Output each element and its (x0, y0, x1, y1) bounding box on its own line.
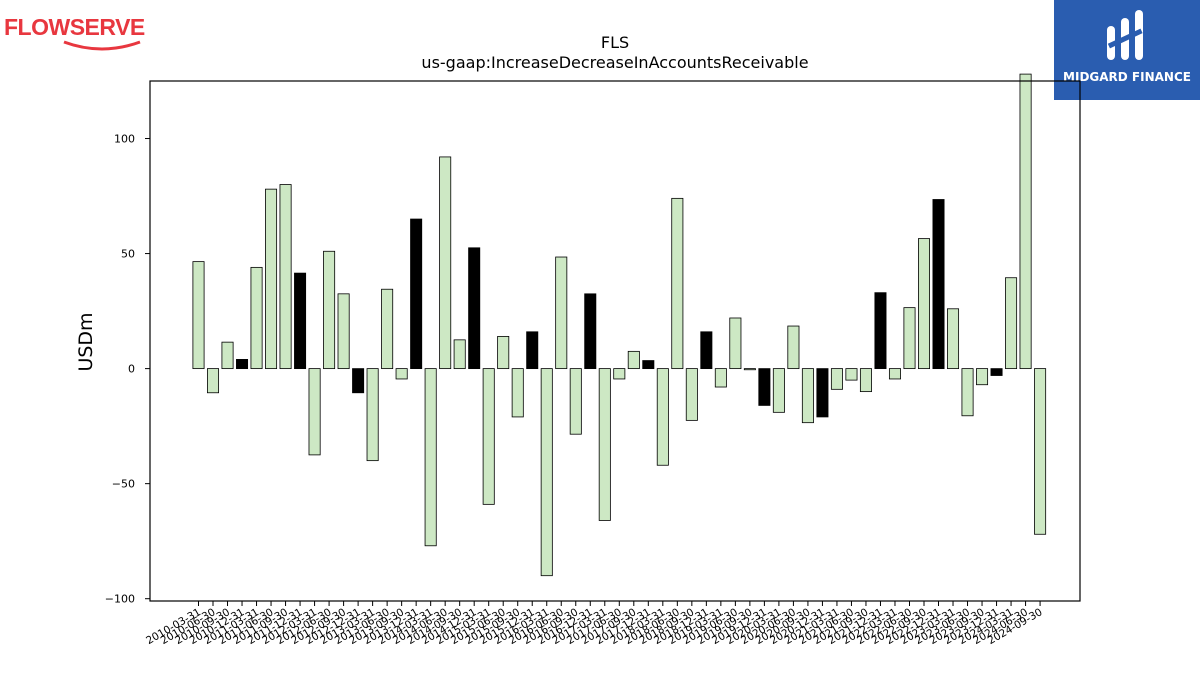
bar-2015-12-31 (526, 331, 539, 370)
midgard-finance-logo-text: MIDGARD FINANCE (1063, 70, 1191, 84)
bar-2010-09-30 (221, 341, 234, 370)
bar-2016-03-31 (540, 368, 553, 577)
bar-2012-09-30 (337, 293, 350, 370)
bar-2017-06-30 (613, 368, 626, 380)
bar-2021-12-31 (874, 292, 887, 370)
bar-2024-09-30 (1034, 368, 1047, 535)
x-axis-ticks: 2010-03-312010-06-302010-09-302010-12-31… (144, 601, 1045, 647)
bar-2023-06-30 (961, 368, 974, 417)
bar-2020-12-31 (816, 368, 829, 418)
bar-2020-06-30 (787, 325, 800, 370)
bar-2019-12-31 (758, 368, 771, 406)
bar-2021-03-31 (830, 368, 843, 390)
bar-2012-03-31 (308, 368, 321, 456)
bar-2020-03-31 (772, 368, 785, 413)
bars-group (192, 73, 1047, 577)
midgard-mark-icon (1107, 10, 1143, 60)
y-axis-label: USDm (75, 312, 97, 371)
bar-2021-06-30 (845, 368, 858, 381)
bar-2018-12-31 (700, 331, 713, 370)
bar-2016-12-31 (584, 293, 597, 370)
bar-2014-03-31 (424, 368, 437, 547)
bar-2024-03-31 (1005, 277, 1018, 370)
y-tick-label: −50 (112, 478, 135, 491)
bar-2011-09-30 (279, 184, 292, 370)
bar-2023-03-31 (947, 308, 960, 370)
bar-2014-09-30 (453, 339, 466, 370)
bar-2019-03-31 (714, 368, 727, 388)
y-axis-ticks: −100 −50 0 50 100 (105, 133, 150, 606)
bar-2010-03-31 (192, 261, 205, 370)
swoosh-icon (63, 40, 141, 51)
bar-2018-09-30 (685, 368, 698, 421)
bar-2019-09-30 (743, 368, 756, 371)
bar-2015-06-30 (497, 335, 510, 370)
bar-2023-09-30 (976, 368, 989, 386)
bar-2011-03-31 (250, 266, 263, 370)
bar-2024-06-30 (1019, 73, 1032, 370)
y-tick-label: 0 (128, 363, 135, 376)
bar-2022-03-31 (888, 368, 901, 380)
bar-2013-03-31 (366, 368, 379, 462)
bar-2013-06-30 (381, 288, 394, 370)
bar-2020-09-30 (801, 368, 814, 424)
bar-2016-06-30 (555, 256, 568, 370)
bar-2021-09-30 (859, 368, 872, 393)
bar-2022-06-30 (903, 307, 916, 370)
bar-2019-06-30 (729, 317, 742, 370)
bar-2017-03-31 (598, 368, 611, 521)
bar-2015-03-31 (482, 368, 495, 505)
flowserve-logo-text: FLOWSERVE (4, 14, 145, 40)
bar-2010-12-31 (236, 359, 249, 370)
plot-frame (149, 80, 1081, 602)
bar-2018-03-31 (656, 368, 669, 466)
bar-2022-09-30 (918, 238, 931, 370)
bar-2013-12-31 (410, 218, 423, 370)
bar-2014-12-31 (468, 247, 481, 370)
bar-2017-12-31 (642, 360, 655, 370)
chart-title: FLS (601, 33, 629, 52)
bar-2014-06-30 (439, 156, 452, 370)
y-tick-label: 50 (121, 248, 135, 261)
bar-2016-09-30 (569, 368, 582, 435)
bar-2015-09-30 (511, 368, 524, 418)
chart-subtitle: us-gaap:IncreaseDecreaseInAccountsReceiv… (421, 53, 808, 72)
y-tick-label: −100 (105, 593, 135, 606)
bar-2012-12-31 (352, 368, 365, 394)
midgard-finance-logo: MIDGARD FINANCE (1054, 0, 1200, 100)
bar-2018-06-30 (671, 197, 684, 370)
bar-2017-09-30 (627, 350, 640, 370)
flowserve-logo: FLOWSERVE (4, 4, 145, 54)
bar-2022-12-31 (932, 199, 945, 370)
bar-2013-09-30 (395, 368, 408, 380)
bar-2011-12-31 (294, 272, 307, 370)
bar-2010-06-30 (207, 368, 220, 394)
bar-2012-06-30 (323, 250, 336, 370)
bar-2023-12-31 (990, 368, 1003, 376)
bar-2011-06-30 (265, 188, 278, 370)
y-tick-label: 100 (114, 133, 135, 146)
